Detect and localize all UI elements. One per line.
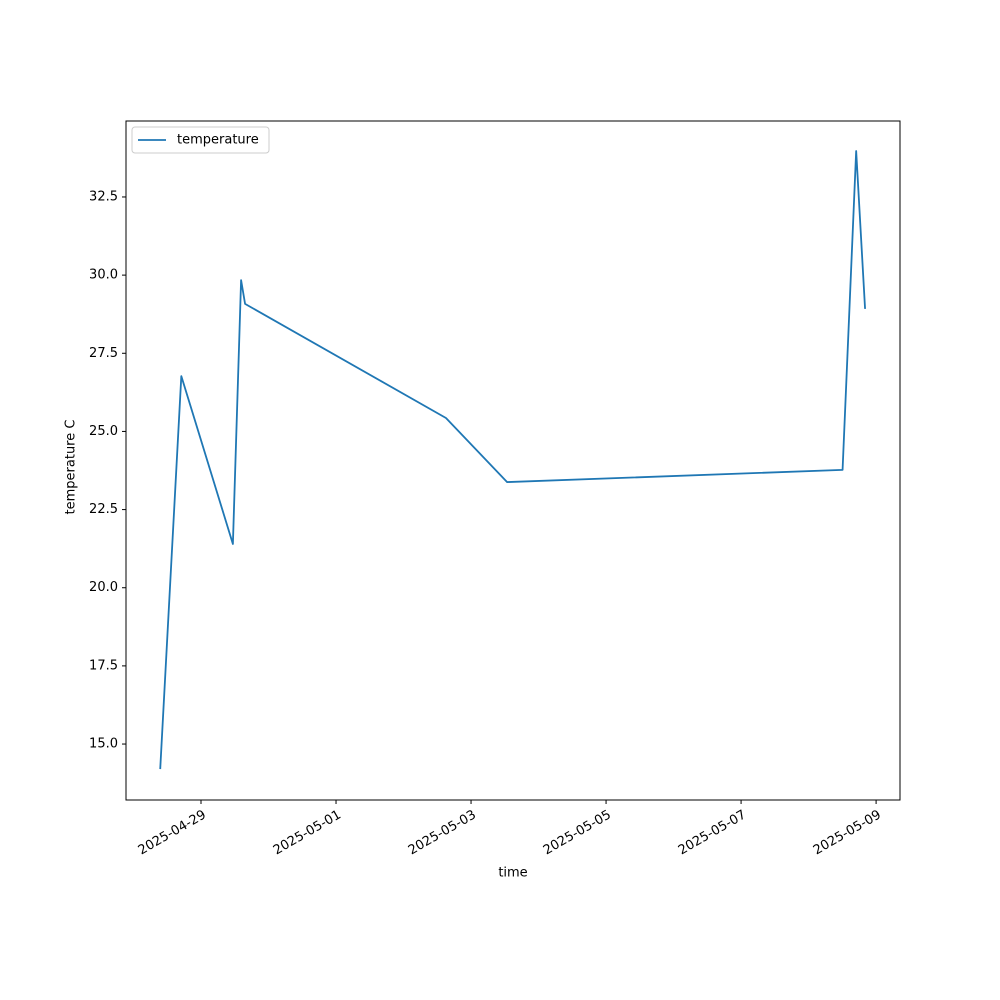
y-tick-label: 17.5	[89, 658, 118, 673]
x-tick-label: 2025-05-03	[406, 808, 479, 859]
y-axis-label: temperature C	[64, 420, 79, 515]
y-tick-label: 22.5	[89, 502, 118, 517]
y-tick-label: 27.5	[89, 346, 118, 361]
y-tick-label: 25.0	[89, 424, 118, 439]
legend-box	[131, 126, 270, 154]
x-tick-label: 2025-05-09	[811, 808, 884, 859]
legend-label: temperature	[177, 133, 259, 148]
x-tick-label: 2025-05-05	[541, 808, 614, 859]
y-tick-label: 32.5	[89, 189, 118, 204]
x-tick-label: 2025-04-29	[136, 808, 209, 859]
x-axis-label: time	[498, 866, 527, 881]
y-tick-label: 15.0	[89, 737, 118, 752]
x-tick-label: 2025-05-01	[271, 808, 344, 859]
y-tick-label: 30.0	[89, 268, 118, 283]
line-series	[159, 150, 866, 770]
y-tick-label: 20.0	[89, 580, 118, 595]
x-tick-label: 2025-05-07	[676, 808, 749, 859]
plot-frame	[125, 120, 901, 801]
